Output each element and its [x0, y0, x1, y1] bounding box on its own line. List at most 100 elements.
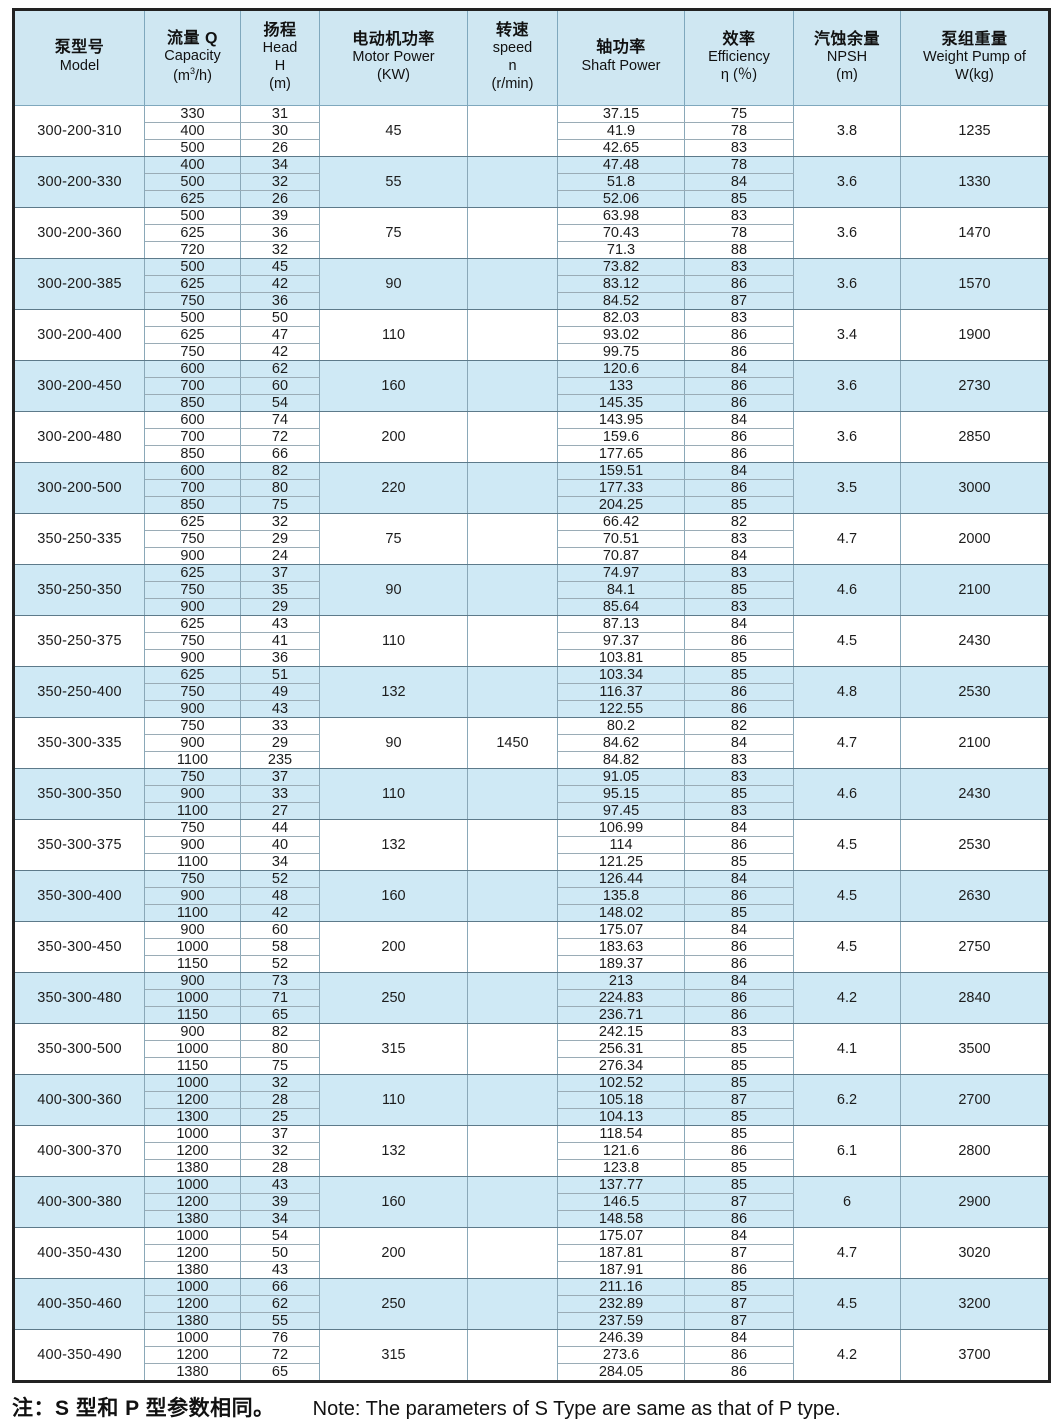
- cell-capacity: 900: [144, 1023, 241, 1041]
- table-row: 1200 32 121.6 86: [14, 1142, 1050, 1160]
- table-row: 900 40 114 86: [14, 836, 1050, 854]
- cell-shaft-power: 51.8: [557, 173, 685, 191]
- table-row: 350-300-335 750 33 90 1450 80.2 82 4.7 2100: [13, 717, 1050, 769]
- cell-head: 43: [240, 1176, 320, 1194]
- cell-efficiency: 86: [684, 1210, 794, 1228]
- cell-efficiency: 86: [684, 836, 794, 854]
- cell-efficiency: 86: [684, 343, 794, 361]
- column-header-capacity: 流量 Q Capacity (m3/h): [144, 9, 241, 106]
- cell-head: 76: [240, 1329, 320, 1347]
- cell-capacity: 625: [144, 224, 241, 242]
- cell-npsh: 4.5: [793, 615, 901, 667]
- cell-model: 300-200-480: [13, 411, 145, 463]
- table-row: 350-300-480 900 73 250 213 84 4.2 2840: [13, 972, 1050, 1024]
- cell-shaft-power: 276.34: [557, 1057, 685, 1075]
- cell-capacity: 1100: [144, 751, 241, 769]
- cell-speed: [467, 513, 558, 565]
- column-header-npsh-en: NPSH: [826, 49, 868, 66]
- cell-weight: 2530: [900, 819, 1050, 871]
- cell-npsh: 4.6: [793, 564, 901, 616]
- cell-head: 29: [240, 598, 320, 616]
- cell-shaft-power: 232.89: [557, 1295, 685, 1313]
- cell-capacity: 1000: [144, 1329, 241, 1347]
- cell-head: 29: [240, 530, 320, 548]
- cell-head: 25: [240, 1108, 320, 1126]
- cell-speed: [467, 1125, 558, 1177]
- cell-shaft-power: 273.6: [557, 1346, 685, 1364]
- cell-head: 50: [240, 309, 320, 327]
- cell-head: 82: [240, 462, 320, 480]
- cell-motor-power: 55: [319, 156, 468, 208]
- cell-efficiency: 86: [684, 377, 794, 395]
- cell-head: 30: [240, 122, 320, 140]
- table-row: 400-350-430 1000 54 200 175.07 84 4.7 3020: [13, 1227, 1050, 1279]
- cell-npsh: 4.7: [793, 717, 901, 769]
- cell-capacity: 500: [144, 173, 241, 191]
- column-header-efficiency-unit: η (％): [720, 66, 758, 83]
- cell-efficiency: 87: [684, 1244, 794, 1262]
- table-row: 1200 39 146.5 87: [14, 1193, 1050, 1211]
- cell-speed: [467, 1074, 558, 1126]
- cell-shaft-power: 84.62: [557, 734, 685, 752]
- cell-shaft-power: 284.05: [557, 1363, 685, 1382]
- table-row: 625 26 52.06 85: [14, 190, 1050, 208]
- cell-weight: 2430: [900, 615, 1050, 667]
- cell-efficiency: 86: [684, 1261, 794, 1279]
- cell-shaft-power: 133: [557, 377, 685, 395]
- table-row: 400-350-460 1000 66 250 211.16 85 4.5 3200: [13, 1278, 1050, 1330]
- column-header-head-cn: 扬程: [263, 21, 297, 39]
- column-header-model: 泵型号 Model: [13, 9, 145, 106]
- cell-efficiency: 85: [684, 496, 794, 514]
- cell-shaft-power: 83.12: [557, 275, 685, 293]
- cell-npsh: 3.6: [793, 258, 901, 310]
- table-row: 900 43 122.55 86: [14, 700, 1050, 718]
- column-header-weight-cn: 泵组重量: [941, 30, 1008, 48]
- cell-capacity: 1150: [144, 955, 241, 973]
- cell-speed: [467, 921, 558, 973]
- cell-model: 350-250-400: [13, 666, 145, 718]
- cell-efficiency: 86: [684, 989, 794, 1007]
- cell-efficiency: 84: [684, 734, 794, 752]
- column-header-weight-unit: W(kg): [955, 66, 994, 83]
- cell-capacity: 400: [144, 122, 241, 140]
- cell-shaft-power: 91.05: [557, 768, 685, 786]
- cell-efficiency: 84: [684, 1329, 794, 1347]
- cell-shaft-power: 123.8: [557, 1159, 685, 1177]
- cell-shaft-power: 42.65: [557, 139, 685, 157]
- cell-efficiency: 84: [684, 870, 794, 888]
- cell-head: 39: [240, 1193, 320, 1211]
- cell-model: 350-300-335: [13, 717, 145, 769]
- table-row: 1100 34 121.25 85: [14, 853, 1050, 871]
- cell-capacity: 1380: [144, 1363, 241, 1382]
- column-header-speed-unit: (r/min): [491, 75, 534, 92]
- cell-capacity: 1000: [144, 989, 241, 1007]
- cell-head: 45: [240, 258, 320, 276]
- cell-shaft-power: 242.15: [557, 1023, 685, 1041]
- cell-motor-power: 132: [319, 666, 468, 718]
- cell-motor-power: 132: [319, 819, 468, 871]
- cell-efficiency: 86: [684, 1346, 794, 1364]
- cell-shaft-power: 224.83: [557, 989, 685, 1007]
- cell-speed: [467, 258, 558, 310]
- cell-capacity: 900: [144, 836, 241, 854]
- cell-shaft-power: 103.81: [557, 649, 685, 667]
- cell-head: 36: [240, 224, 320, 242]
- cell-shaft-power: 93.02: [557, 326, 685, 344]
- table-row: 1380 65 284.05 86: [14, 1363, 1050, 1382]
- cell-head: 66: [240, 1278, 320, 1296]
- cell-capacity: 625: [144, 564, 241, 582]
- cell-weight: 2530: [900, 666, 1050, 718]
- cell-motor-power: 250: [319, 972, 468, 1024]
- cell-npsh: 3.8: [793, 105, 901, 157]
- table-row: 400 30 41.9 78: [14, 122, 1050, 140]
- cell-shaft-power: 118.54: [557, 1125, 685, 1143]
- table-row: 1150 75 276.34 85: [14, 1057, 1050, 1075]
- cell-weight: 3200: [900, 1278, 1050, 1330]
- table-row: 400-300-370 1000 37 132 118.54 85 6.1 2800: [13, 1125, 1050, 1177]
- cell-head: 80: [240, 479, 320, 497]
- cell-head: 32: [240, 173, 320, 191]
- table-row: 750 35 84.1 85: [14, 581, 1050, 599]
- column-header-efficiency-cn: 效率: [722, 30, 756, 48]
- cell-efficiency: 82: [684, 717, 794, 735]
- cell-head: 43: [240, 1261, 320, 1279]
